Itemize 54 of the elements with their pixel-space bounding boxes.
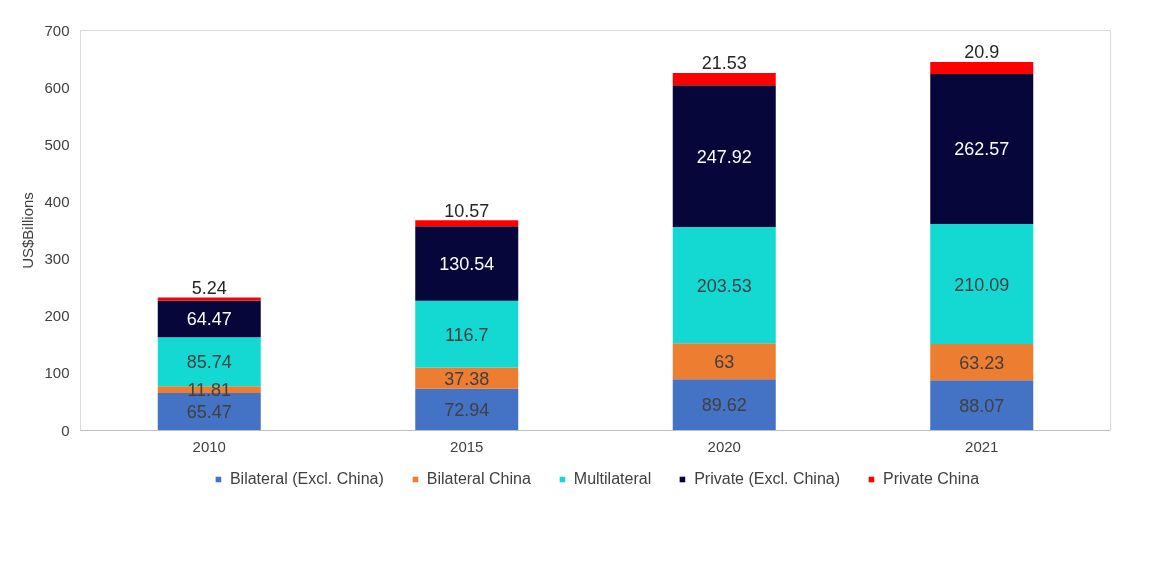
data-label: 116.7 — [444, 324, 489, 345]
x-tick-label: 2015 — [450, 437, 484, 455]
y-tick-label: 300 — [44, 250, 70, 268]
bar — [672, 343, 776, 380]
bar — [930, 73, 1034, 224]
bar — [930, 223, 1034, 345]
legend-label: Private (Excl. China) — [694, 470, 841, 488]
y-tick-label: 400 — [44, 192, 70, 210]
x-tick-label: 2020 — [707, 437, 741, 455]
data-label: 88.07 — [959, 395, 1005, 416]
data-label: 65.47 — [186, 402, 232, 423]
data-label: 203.53 — [696, 275, 752, 296]
data-label: 5.24 — [191, 277, 227, 298]
bar — [930, 380, 1034, 431]
bar — [672, 73, 776, 86]
bar — [672, 226, 776, 344]
y-axis-title: US$Billions — [19, 192, 37, 269]
x-tick-label: 2021 — [965, 437, 999, 455]
y-tick-label: 600 — [44, 78, 70, 96]
data-label: 130.54 — [439, 253, 495, 274]
bar — [930, 344, 1034, 381]
y-tick-label: 100 — [44, 364, 70, 382]
data-label: 89.62 — [701, 395, 747, 416]
bar — [672, 85, 776, 227]
x-tick-label: 2010 — [192, 437, 226, 455]
bar — [157, 300, 261, 338]
y-tick-label: 500 — [44, 135, 70, 153]
data-label: 63 — [714, 351, 735, 372]
legend-label: Multilateral — [573, 470, 652, 488]
bar — [415, 367, 519, 389]
data-label: 85.74 — [186, 352, 232, 373]
bar — [672, 379, 776, 431]
data-label: 262.57 — [954, 139, 1010, 160]
y-tick-label: 700 — [44, 21, 70, 39]
data-label: 10.57 — [444, 200, 490, 221]
bar — [415, 388, 519, 431]
bar — [415, 220, 519, 227]
bar — [930, 62, 1034, 74]
y-tick-label: 0 — [61, 421, 70, 439]
bar — [415, 226, 519, 301]
data-label: 20.9 — [964, 42, 1000, 63]
data-label: 247.92 — [696, 146, 752, 167]
bar — [415, 300, 519, 368]
data-label: 72.94 — [444, 400, 490, 421]
data-label: 37.38 — [444, 368, 490, 389]
data-label: 64.47 — [186, 309, 232, 330]
bar — [157, 297, 261, 301]
data-label: 63.23 — [959, 352, 1005, 373]
data-label: 21.53 — [701, 53, 747, 74]
legend-label: Private China — [883, 470, 980, 488]
y-tick-label: 200 — [44, 307, 70, 325]
data-label: 210.09 — [954, 274, 1010, 295]
legend-label: Bilateral (Excl. China) — [229, 470, 384, 488]
legend-label: Bilateral China — [426, 470, 531, 488]
